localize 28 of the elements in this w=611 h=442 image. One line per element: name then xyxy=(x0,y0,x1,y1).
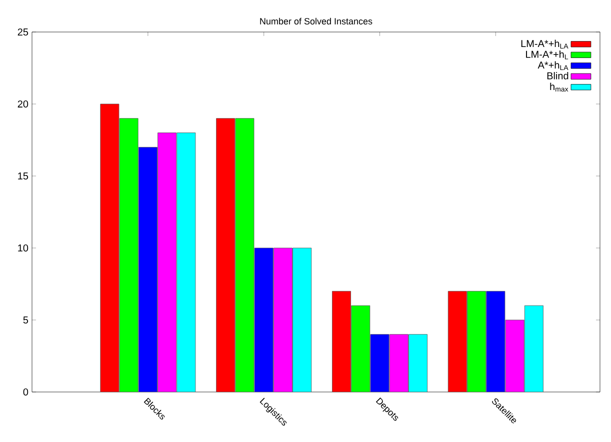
y-tick-label: 25 xyxy=(18,28,28,36)
bar xyxy=(254,248,274,392)
legend-label: LM-A*+h$_{L}$ xyxy=(526,50,568,60)
bar xyxy=(370,334,390,392)
bar xyxy=(216,118,236,392)
bar xyxy=(332,290,351,392)
y-tick-label: 20 xyxy=(18,100,28,108)
y-tick-label: 10 xyxy=(18,244,28,252)
bar xyxy=(486,290,506,392)
bar xyxy=(389,334,408,392)
bar xyxy=(138,146,158,392)
bar xyxy=(273,248,292,392)
bar xyxy=(100,104,120,392)
bar xyxy=(448,290,467,392)
legend-label: A*+h$_{LA}$ xyxy=(538,61,568,70)
bar xyxy=(467,290,486,392)
y-tick-label: 15 xyxy=(18,172,28,180)
bar xyxy=(158,132,177,392)
y-tick-label: 5 xyxy=(23,316,28,324)
bar xyxy=(119,118,138,392)
legend-label: Blind xyxy=(547,72,568,80)
bar xyxy=(351,305,370,392)
y-tick-label: 0 xyxy=(23,388,28,396)
chart-title: Number of Solved Instances xyxy=(260,18,372,24)
bar xyxy=(505,320,524,392)
legend-label: h$_{max}$ xyxy=(550,82,568,92)
legend-label: LM-A*+h$_{LA}$ xyxy=(521,40,568,49)
bar xyxy=(235,118,254,392)
